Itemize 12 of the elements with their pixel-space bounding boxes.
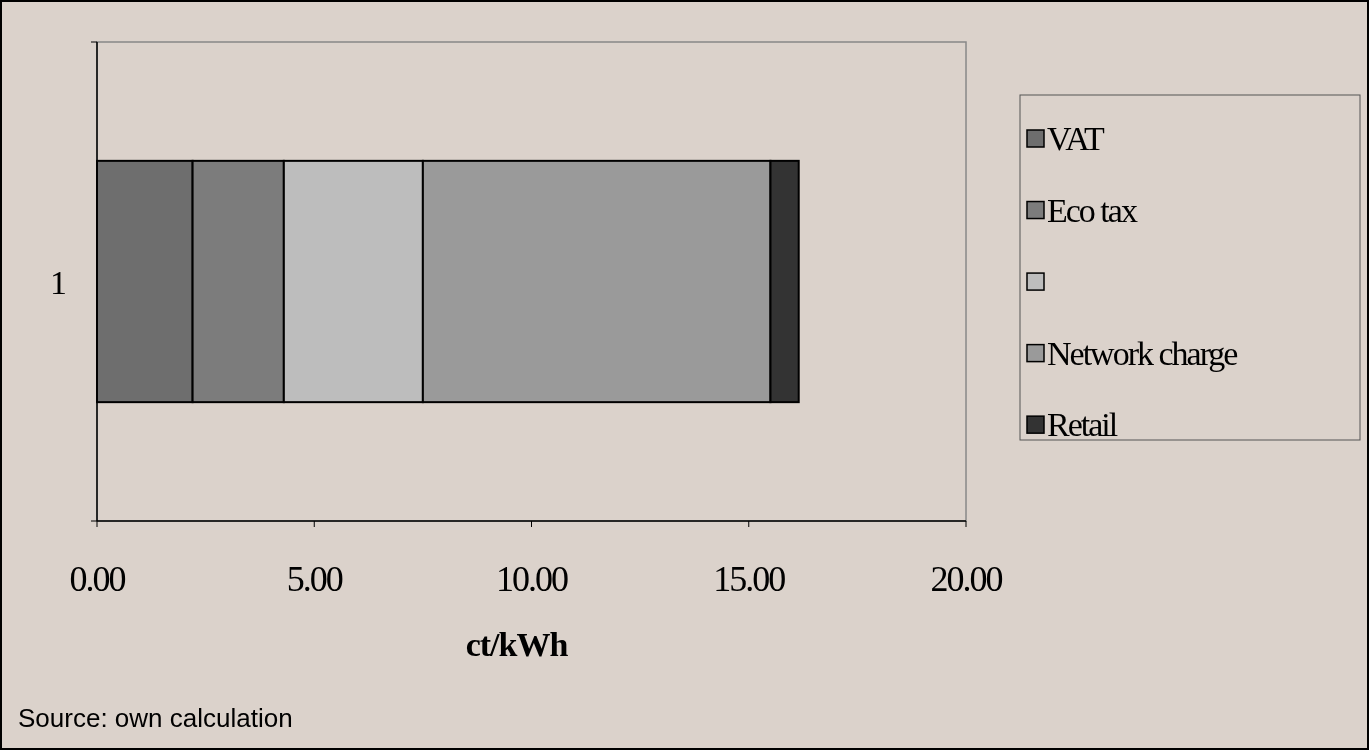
- x-tick-label: 0.00: [69, 559, 126, 599]
- x-tick-label: 15.00: [713, 559, 786, 599]
- y-tick-label: 1: [50, 263, 67, 301]
- source-note: Source: own calculation: [18, 703, 293, 733]
- x-tick-label: 10.00: [496, 559, 568, 599]
- legend-label: Eco tax: [1047, 191, 1138, 229]
- legend-label: Network charge: [1047, 334, 1238, 372]
- legend-label: VAT: [1047, 120, 1105, 157]
- x-tick-label: 5.00: [286, 559, 343, 599]
- x-axis-title: ct/kWh: [465, 626, 569, 663]
- x-tick-label: 20.00: [930, 559, 1003, 599]
- legend-label: Retail: [1047, 406, 1118, 444]
